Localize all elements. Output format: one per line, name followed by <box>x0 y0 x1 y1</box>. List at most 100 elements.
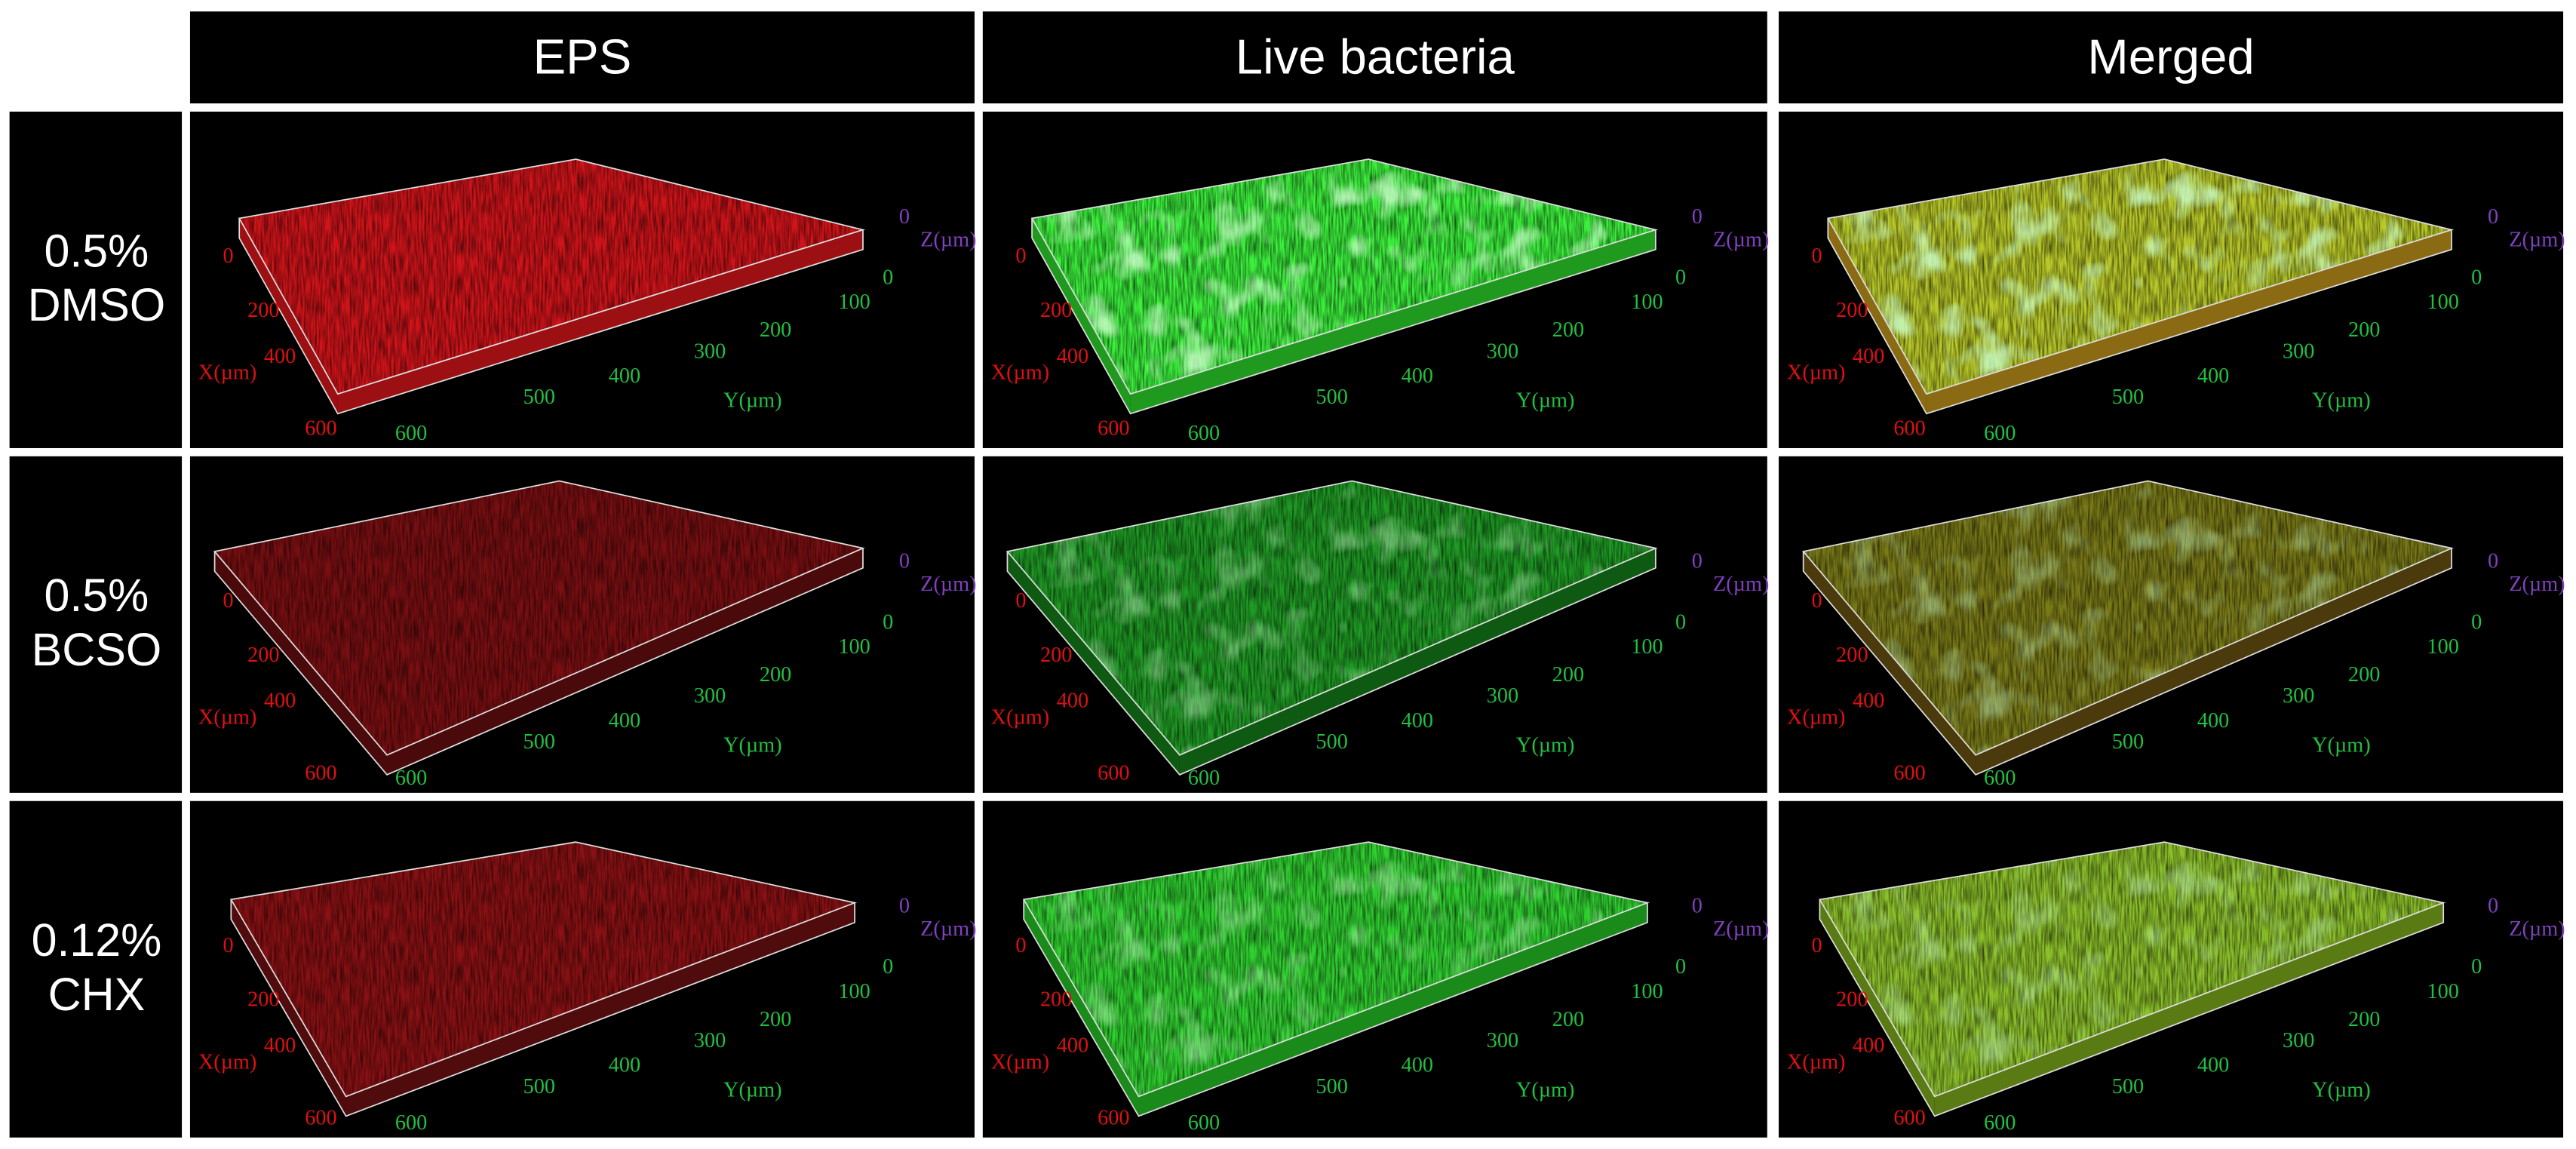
x-tick-label: 600 <box>1098 417 1129 441</box>
y-origin-label: 0 <box>1675 266 1686 289</box>
slab-clusters <box>1032 159 1656 395</box>
z-tick-label: 0 <box>899 895 910 918</box>
x-tick-label: 0 <box>223 934 233 957</box>
y-tick-label: 400 <box>2197 709 2229 733</box>
y-tick-label: 500 <box>523 1075 555 1098</box>
y-origin-label: 0 <box>883 266 893 289</box>
y-tick-label: 600 <box>1984 422 2016 445</box>
panel: 0 200 400 600 X(µm) 100 200 300 400 500 600 Y(µm) 0 0… <box>982 800 1769 1138</box>
y-tick-label: 500 <box>2112 730 2144 754</box>
slab-edge <box>1006 548 1656 776</box>
x-tick-label: 600 <box>305 1106 336 1129</box>
y-tick-label: 200 <box>760 1008 791 1031</box>
x-axis-label: X(µm) <box>1787 1050 1846 1074</box>
y-tick-label: 200 <box>760 663 791 687</box>
slab-edge <box>1023 899 1648 1117</box>
slab-edge <box>230 899 855 1117</box>
y-tick-label: 300 <box>694 684 726 708</box>
slab-side <box>1926 229 2452 414</box>
y-tick-label: 500 <box>523 730 555 754</box>
slab-side <box>1828 218 1927 414</box>
y-axis-label: Y(µm) <box>1516 733 1575 757</box>
slab-side <box>1819 899 1935 1117</box>
y-tick-label: 100 <box>838 635 870 659</box>
y-tick-label: 200 <box>2348 663 2380 687</box>
z-tick-label: 0 <box>899 205 910 229</box>
slab-side <box>1130 229 1656 414</box>
z-axis-label: Z(µm) <box>920 573 976 596</box>
x-tick-label: 400 <box>1853 690 1884 713</box>
slab-clusters <box>1007 481 1656 755</box>
panel: 0 200 400 600 X(µm) 100 200 300 400 500 600 Y(µm) 0 0… <box>982 111 1769 448</box>
z-tick-label: 0 <box>1692 895 1702 918</box>
x-tick-label: 400 <box>1853 345 1884 368</box>
x-tick-label: 200 <box>1040 644 1072 667</box>
y-tick-label: 500 <box>1316 386 1347 409</box>
y-origin-label: 0 <box>2471 266 2482 289</box>
slab-edge <box>213 548 864 776</box>
y-tick-label: 400 <box>609 364 640 388</box>
y-tick-label: 100 <box>2427 635 2458 659</box>
y-tick-label: 100 <box>2427 290 2458 314</box>
y-tick-label: 200 <box>1552 318 1584 342</box>
z-axis-label: Z(µm) <box>1713 228 1769 251</box>
row-label-treatment: CHX <box>48 969 146 1020</box>
x-tick-label: 600 <box>1098 1106 1129 1129</box>
x-tick-label: 200 <box>1836 644 1868 667</box>
x-tick-label: 200 <box>247 299 279 322</box>
y-tick-label: 400 <box>2197 364 2229 388</box>
row-label-treatment: DMSO <box>28 279 166 330</box>
y-tick-label: 500 <box>2112 1075 2144 1098</box>
z-axis-label: Z(µm) <box>2509 573 2565 596</box>
y-tick-label: 400 <box>609 1054 640 1077</box>
y-tick-label: 600 <box>1188 1111 1220 1135</box>
slab-edge <box>238 218 864 415</box>
slab-side <box>1934 902 2444 1117</box>
y-origin-label: 0 <box>883 610 893 634</box>
slab-texture <box>214 481 863 755</box>
y-tick-label: 300 <box>2283 684 2314 708</box>
z-axis-label: Z(µm) <box>920 228 976 251</box>
y-tick-label: 100 <box>1631 635 1663 659</box>
row-label-bg <box>9 800 183 1138</box>
slab-side <box>1032 218 1131 414</box>
slab-side <box>1976 548 2452 775</box>
y-tick-label: 500 <box>1316 1075 1347 1098</box>
x-tick-label: 400 <box>1853 1034 1884 1058</box>
y-tick-label: 500 <box>523 386 555 409</box>
column-header: Merged <box>2087 29 2254 84</box>
y-tick-label: 200 <box>1552 1008 1584 1031</box>
x-tick-label: 200 <box>247 988 279 1012</box>
z-tick-label: 0 <box>899 550 910 573</box>
x-tick-label: 600 <box>305 417 336 441</box>
y-tick-label: 100 <box>2427 980 2458 1003</box>
x-tick-label: 600 <box>1893 1106 1925 1129</box>
y-tick-label: 500 <box>2112 386 2144 409</box>
z-tick-label: 0 <box>2488 205 2498 229</box>
y-tick-label: 200 <box>2348 1008 2380 1031</box>
column-header: Live bacteria <box>1236 29 1515 84</box>
y-tick-label: 400 <box>609 709 640 733</box>
y-tick-label: 100 <box>1631 980 1663 1003</box>
y-tick-label: 400 <box>2197 1054 2229 1077</box>
slab-side <box>345 902 855 1117</box>
x-axis-label: X(µm) <box>198 705 257 729</box>
slab-side <box>214 551 388 775</box>
x-tick-label: 600 <box>1893 761 1925 785</box>
y-origin-label: 0 <box>2471 610 2482 634</box>
x-tick-label: 0 <box>1015 244 1026 268</box>
x-tick-label: 600 <box>305 761 336 785</box>
y-tick-label: 600 <box>395 422 427 445</box>
y-axis-label: Y(µm) <box>2312 1078 2371 1101</box>
x-tick-label: 400 <box>264 690 296 713</box>
y-axis-label: Y(µm) <box>1516 389 1575 413</box>
y-origin-label: 0 <box>1675 955 1686 978</box>
x-tick-label: 400 <box>264 1034 296 1058</box>
slab-edge <box>1827 218 2452 415</box>
slab-side <box>1803 551 1976 775</box>
row-label-bg <box>9 111 183 448</box>
y-tick-label: 300 <box>694 339 726 363</box>
y-tick-label: 300 <box>1487 339 1518 363</box>
x-tick-label: 200 <box>247 644 279 667</box>
